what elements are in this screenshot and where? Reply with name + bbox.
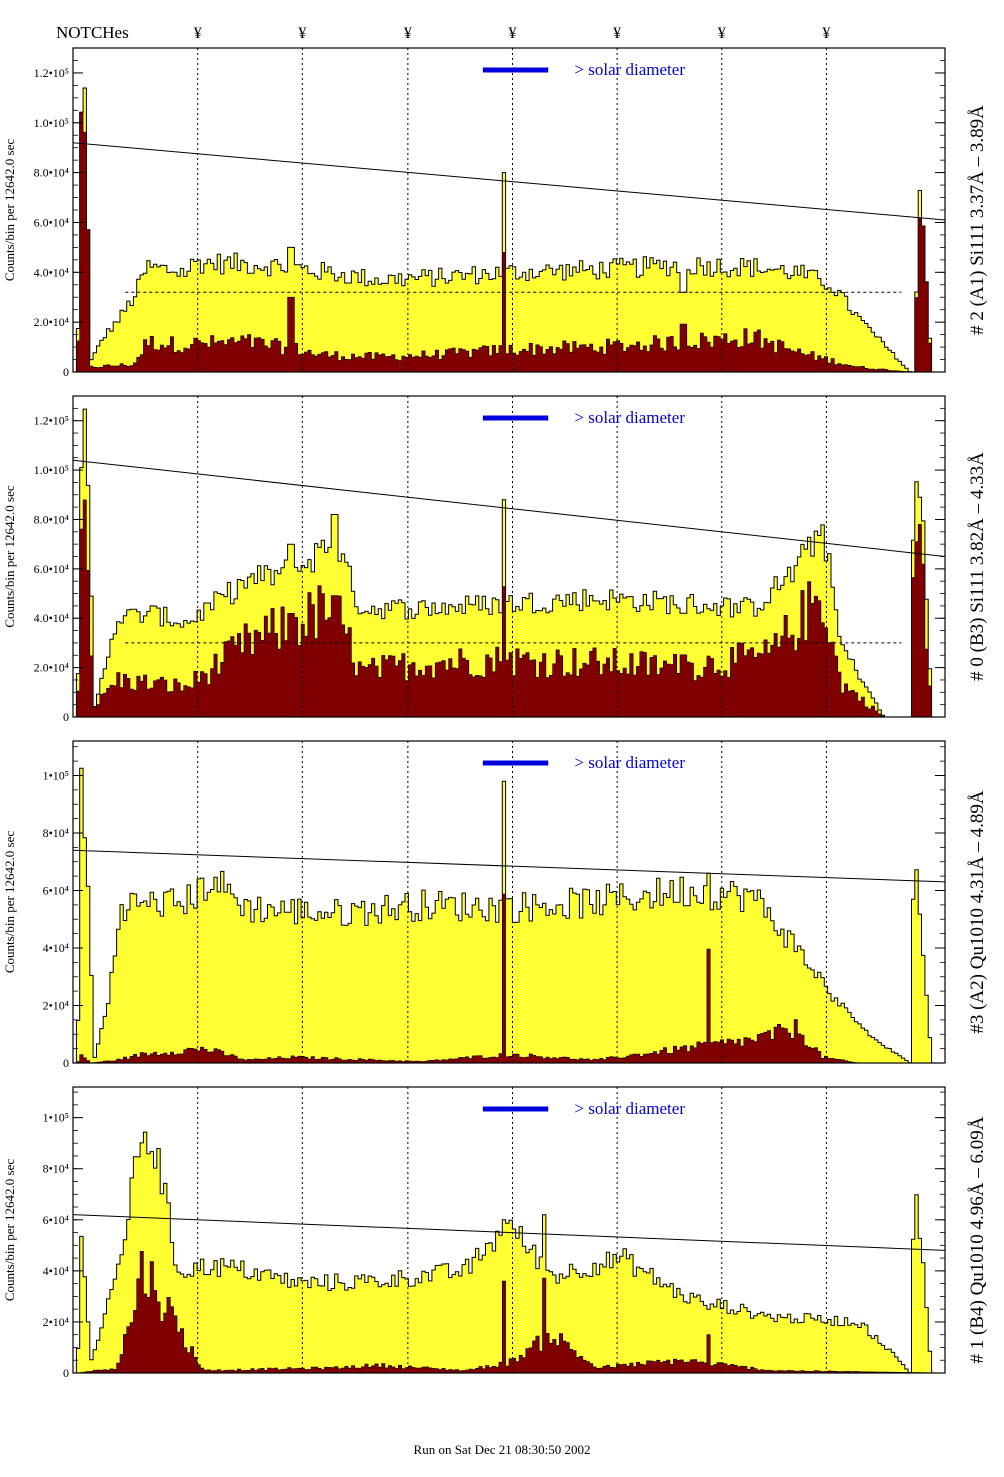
y-tick-label: 8•10⁴ (43, 1162, 69, 1176)
notch-marker: ¥ (508, 25, 516, 42)
yellow-histogram (73, 87, 945, 373)
panel-frame (72, 1086, 946, 1374)
trend-line (72, 849, 946, 883)
trend-line (72, 1214, 946, 1251)
yellow-histogram (73, 1131, 945, 1374)
y-tick-label: 1•10⁵ (43, 1111, 69, 1125)
solar-diameter-label: > solar diameter (574, 60, 685, 79)
y-tick-label: 6•10⁴ (43, 1213, 69, 1227)
y-tick-label: 1.2•10⁵ (34, 66, 69, 80)
y-axis-label: Counts/bin per 12642.0 sec (2, 485, 17, 627)
y-tick-label: 6.0•10⁴ (34, 562, 69, 576)
y-tick-label: 2.0•10⁴ (34, 661, 69, 675)
y-tick-label: 6.0•10⁴ (34, 215, 69, 229)
panel-side-label: # 0 (B3) Si111 3.82Å – 4.33Å (967, 452, 988, 681)
notch-marker: ¥ (822, 25, 830, 42)
y-axis-label: Counts/bin per 12642.0 sec (2, 139, 17, 281)
panel-side-label: # 2 (A1) Si111 3.37Å – 3.89Å (967, 105, 988, 335)
dark-histogram (73, 111, 945, 373)
notches-label: NOTCHes (56, 23, 129, 42)
panel-frame (72, 740, 946, 1064)
panel-side-label: # 1 (B4) Qu1010 4.96Å – 6.09Å (967, 1116, 988, 1363)
chart-panel-4: 0 2•10⁴ 4•10⁴ 6•10⁴ 8•10⁴ 1•10⁵ Counts/bin per… (2, 1086, 988, 1380)
y-tick-label: 0 (63, 1366, 69, 1380)
y-tick-label: 4•10⁴ (43, 941, 69, 955)
y-tick-label: 8•10⁴ (43, 826, 69, 840)
notch-marker: ¥ (718, 25, 726, 42)
y-tick-label: 1.0•10⁵ (34, 116, 69, 130)
y-tick-label: 6•10⁴ (43, 884, 69, 898)
y-tick-label: 8.0•10⁴ (34, 512, 69, 526)
solar-diameter-label: > solar diameter (574, 1099, 685, 1118)
y-tick-label: 2•10⁴ (43, 999, 69, 1013)
chart-panel-1: 0 2.0•10⁴ 4.0•10⁴ 6.0•10⁴ 8.0•10⁴ 1.0•10⁵ 1.2•… (2, 47, 988, 379)
panel-side-label: #3 (A2) Qu1010 4.31Å – 4.89Å (967, 790, 988, 1034)
dark-histogram (73, 499, 945, 718)
y-tick-label: 0 (63, 365, 69, 379)
y-tick-label: 8.0•10⁴ (34, 166, 69, 180)
dark-histogram (73, 1251, 945, 1374)
solar-diameter-label: > solar diameter (574, 753, 685, 772)
solar-diameter-label: > solar diameter (574, 408, 685, 427)
notch-marker: ¥ (404, 25, 412, 42)
footer-run-text: Run on Sat Dec 21 08:30:50 2002 (413, 1442, 591, 1457)
notch-marker: ¥ (194, 25, 202, 42)
y-tick-label: 1.2•10⁵ (34, 414, 69, 428)
yellow-histogram (73, 767, 945, 1064)
y-tick-label: 4•10⁴ (43, 1264, 69, 1278)
y-axis-label: Counts/bin per 12642.0 sec (2, 831, 17, 973)
trend-line (72, 142, 946, 221)
notch-marker: ¥ (613, 25, 621, 42)
trend-line (72, 459, 946, 557)
y-axis-label: Counts/bin per 12642.0 sec (2, 1159, 17, 1301)
y-tick-label: 4.0•10⁴ (34, 265, 69, 279)
y-tick-label: 2•10⁴ (43, 1315, 69, 1329)
notch-marker: ¥ (298, 25, 306, 42)
y-tick-label: 1•10⁵ (43, 769, 69, 783)
dark-histogram (73, 893, 945, 1064)
chart-panel-2: 0 2.0•10⁴ 4.0•10⁴ 6.0•10⁴ 8.0•10⁴ 1.0•10⁵ 1.2•… (2, 395, 988, 724)
y-tick-label: 2.0•10⁴ (34, 315, 69, 329)
y-tick-label: 0 (63, 1056, 69, 1070)
y-tick-label: 0 (63, 710, 69, 724)
y-tick-label: 1.0•10⁵ (34, 463, 69, 477)
y-tick-label: 4.0•10⁴ (34, 611, 69, 625)
chart-panel-3: 0 2•10⁴ 4•10⁴ 6•10⁴ 8•10⁴ 1•10⁵ Counts/bin per… (2, 740, 988, 1070)
